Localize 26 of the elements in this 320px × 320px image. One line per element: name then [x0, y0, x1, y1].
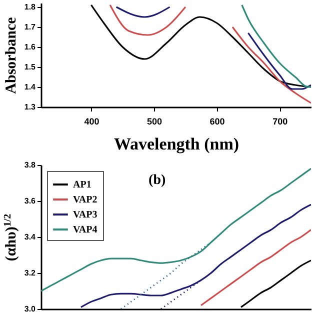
- y-tick-label: 3.6: [24, 196, 36, 206]
- y-tick-label: 3.0: [24, 304, 36, 314]
- legend-label: VAP3: [73, 210, 98, 220]
- x-tick-label: 700: [272, 116, 288, 126]
- x-axis-title: Wavelength (nm): [114, 134, 240, 154]
- legend-label: AP1: [73, 180, 92, 190]
- y-tick-label: 1.3: [24, 102, 36, 112]
- legend-label: VAP2: [73, 194, 98, 206]
- x-tick-label: 500: [147, 116, 162, 126]
- y-tick-label: 1.7: [24, 22, 36, 32]
- y-tick-label: 3.2: [24, 268, 36, 278]
- y-tick-label: 1.8: [24, 2, 36, 12]
- line-series: [241, 4, 311, 88]
- x-tick-label: 400: [84, 116, 100, 126]
- annotation: (b): [148, 173, 166, 188]
- line-series: [120, 242, 212, 309]
- line-series: [200, 229, 311, 306]
- y-axis-title: Absorbance: [3, 16, 20, 94]
- x-tick-label: 600: [210, 116, 225, 126]
- y-tick-label: 1.4: [24, 82, 36, 92]
- line-series: [41, 168, 311, 292]
- y-tick-label: 3.4: [24, 232, 36, 242]
- y-tick-label: 3.8: [24, 160, 36, 170]
- legend-label: VAP4: [73, 224, 98, 236]
- y-tick-label: 1.6: [24, 42, 36, 52]
- y-tick-label: 1.5: [24, 62, 36, 72]
